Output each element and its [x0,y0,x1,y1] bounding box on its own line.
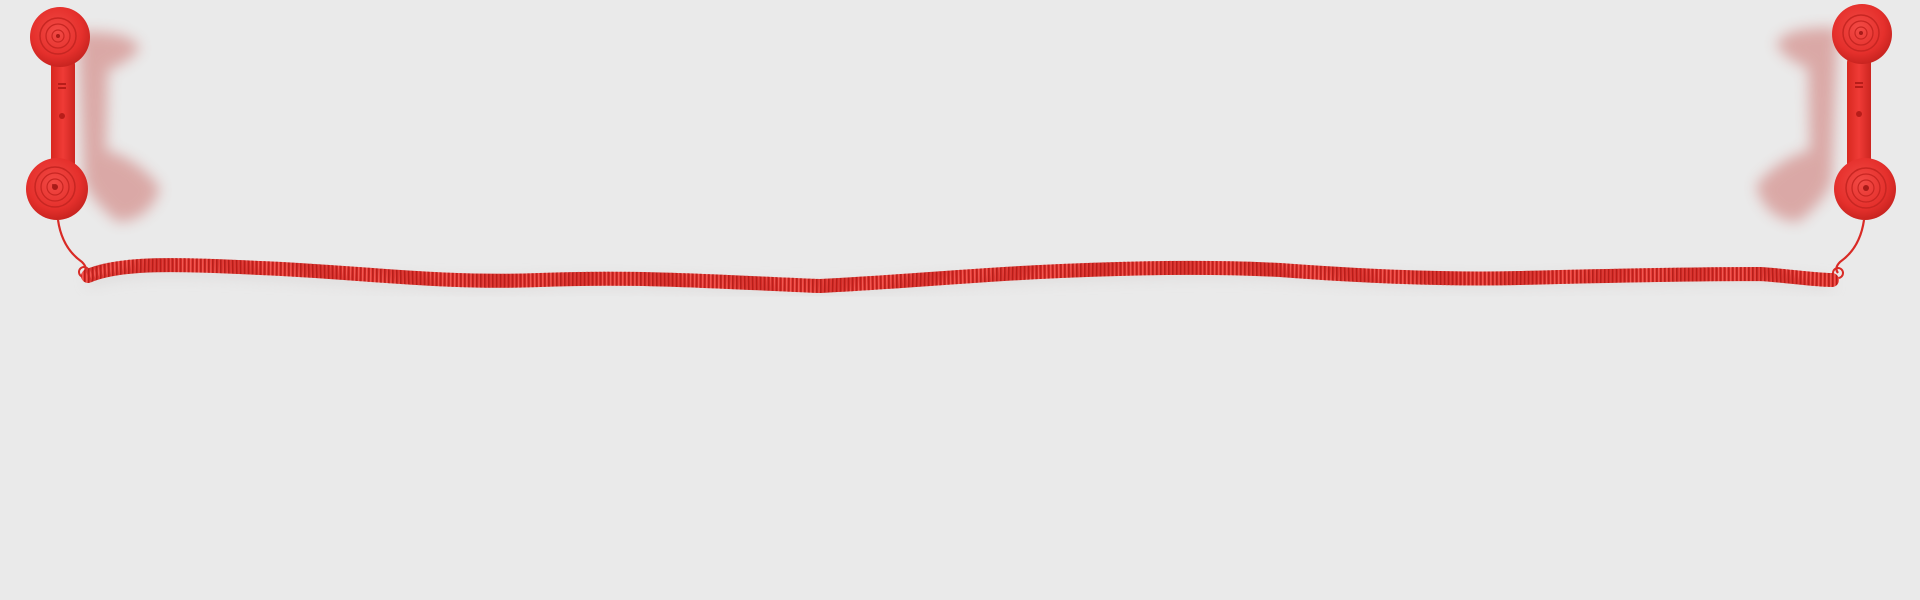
left-mouthpiece [26,158,88,220]
right-handset [1756,4,1896,279]
right-mouthpiece [1834,158,1896,220]
left-earpiece [30,7,90,67]
left-handset-shadow [78,31,160,222]
coiled-cord [81,258,1839,294]
right-handset-shadow [1756,27,1838,222]
right-thin-cord [1835,219,1866,274]
right-earpiece [1832,4,1892,64]
left-thin-cord [56,219,87,273]
left-handset [26,7,160,278]
coiled-cord-body [81,258,1839,294]
